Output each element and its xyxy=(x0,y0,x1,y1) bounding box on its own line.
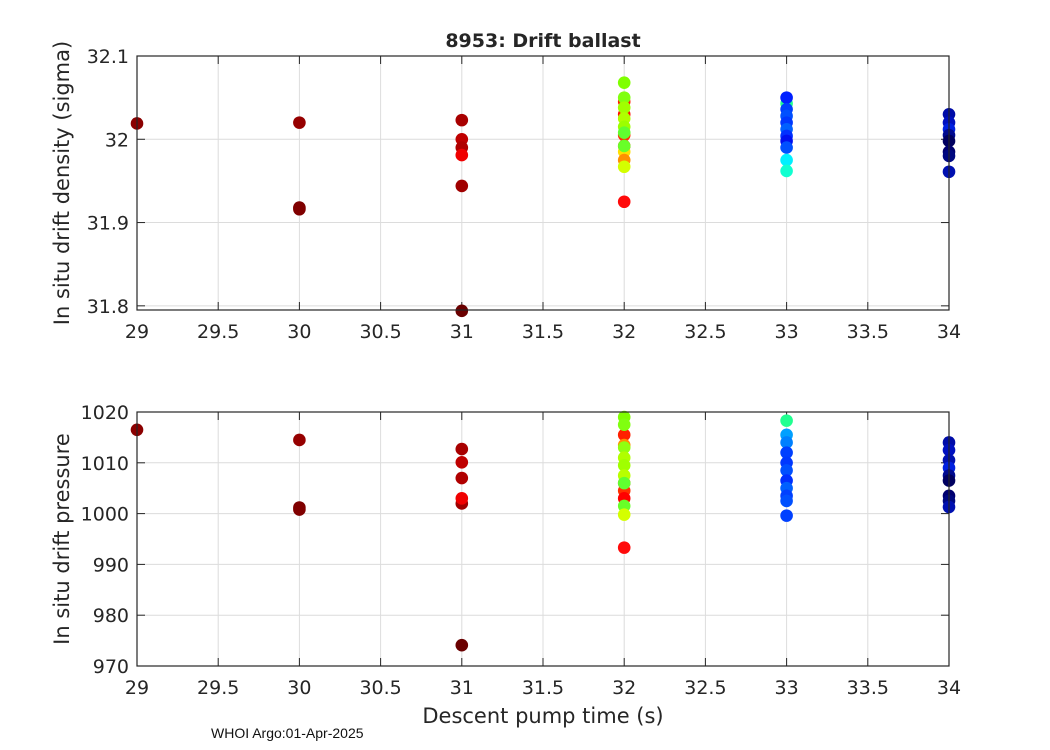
y-tick-label: 1000 xyxy=(81,504,129,526)
data-point xyxy=(617,418,631,432)
y-tick-label: 32 xyxy=(105,129,129,151)
data-point xyxy=(617,195,631,209)
x-tick-label: 30 xyxy=(287,321,311,343)
data-point xyxy=(617,101,631,114)
data-point xyxy=(780,414,793,427)
density-ylabel: In situ drift density (sigma) xyxy=(50,41,74,325)
pressure-axes: 29 29.5 30 30.5 31 31.5 32 32.5 33 33.5 34 970 980 99… xyxy=(50,402,961,728)
x-tick-label: 29.5 xyxy=(197,321,239,343)
data-point xyxy=(617,499,631,513)
density-frame xyxy=(136,55,950,311)
x-tick-label: 33.5 xyxy=(847,321,889,343)
chart-title: 8953: Drift ballast xyxy=(445,30,640,52)
data-point xyxy=(293,433,306,447)
data-point xyxy=(617,126,631,139)
y-tick-label: 990 xyxy=(93,554,129,576)
data-point xyxy=(780,436,793,449)
y-tick-label: 31.8 xyxy=(87,296,129,318)
data-point xyxy=(455,492,469,505)
data-point xyxy=(617,459,631,472)
data-point xyxy=(617,428,631,442)
y-tick-label: 32.1 xyxy=(87,46,129,68)
density-points xyxy=(130,76,956,318)
x-axis-label: Descent pump time (s) xyxy=(422,704,663,728)
x-tick-label: 29 xyxy=(125,321,149,343)
y-tick-label: 980 xyxy=(93,605,129,627)
x-tick-label: 30.5 xyxy=(359,321,401,343)
x-tick-label: 31 xyxy=(450,677,474,699)
data-point xyxy=(780,141,793,154)
data-point xyxy=(617,160,631,174)
data-point xyxy=(455,148,469,162)
data-point xyxy=(617,91,631,104)
x-tick-label: 29.5 xyxy=(197,677,239,699)
y-tick-label: 970 xyxy=(93,656,129,678)
data-point xyxy=(617,541,631,554)
x-tick-label: 32 xyxy=(612,321,636,343)
x-tick-label: 34 xyxy=(937,677,961,699)
data-point xyxy=(780,446,793,459)
x-tick-label: 32 xyxy=(612,677,636,699)
data-point xyxy=(455,471,469,485)
x-tick-label: 31.5 xyxy=(522,321,564,343)
pressure-ylabel: In situ drift pressure xyxy=(50,433,74,645)
y-tick-label: 31.9 xyxy=(87,213,129,235)
x-tick-label: 30.5 xyxy=(359,677,401,699)
data-point xyxy=(617,139,631,153)
data-point xyxy=(293,202,306,216)
pressure-points xyxy=(130,410,956,652)
footer-stamp: WHOI Argo:01-Apr-2025 xyxy=(211,725,364,741)
pressure-frame xyxy=(136,411,950,667)
data-point xyxy=(455,179,469,193)
x-tick-label: 33 xyxy=(775,321,799,343)
density-axes: 29 29.5 30 30.5 31 31.5 32 32.5 33 33.5 34 31.8 31.9… xyxy=(50,41,961,343)
x-tick-label: 33 xyxy=(775,677,799,699)
x-tick-label: 32.5 xyxy=(684,321,726,343)
data-point xyxy=(780,464,793,477)
data-point xyxy=(293,116,306,129)
data-point xyxy=(780,164,793,178)
x-tick-label: 30 xyxy=(287,677,311,699)
data-point xyxy=(455,455,469,469)
x-tick-label: 32.5 xyxy=(684,677,726,699)
x-tick-label: 31.5 xyxy=(522,677,564,699)
data-point xyxy=(455,442,469,456)
x-tick-label: 34 xyxy=(937,321,961,343)
x-tick-label: 33.5 xyxy=(847,677,889,699)
data-point xyxy=(455,113,469,127)
data-point xyxy=(617,508,631,521)
x-tick-label: 29 xyxy=(125,677,149,699)
data-point xyxy=(780,509,793,522)
y-tick-label: 1020 xyxy=(81,402,129,424)
data-point xyxy=(455,304,469,318)
data-point xyxy=(617,441,631,454)
data-point xyxy=(617,476,631,490)
data-point xyxy=(780,91,793,104)
data-point xyxy=(780,153,793,167)
x-tick-label: 31 xyxy=(450,321,474,343)
data-point xyxy=(455,638,469,652)
data-point xyxy=(617,76,631,89)
data-point xyxy=(780,494,793,508)
data-point xyxy=(293,503,306,516)
y-tick-label: 1010 xyxy=(81,453,129,475)
